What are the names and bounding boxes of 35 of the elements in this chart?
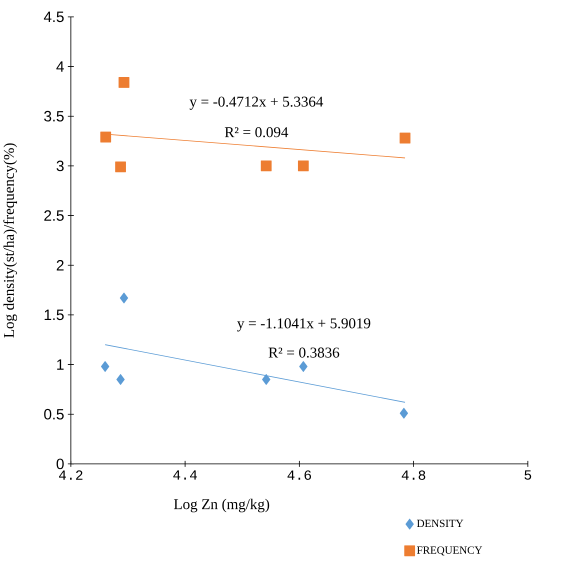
point [298,361,308,372]
point [262,374,270,385]
legend-label: DENSITY [416,520,464,528]
y-axis-title: Log density(st/ha)/frequency(%) [3,143,17,338]
point [100,132,111,142]
point [298,160,309,172]
y-tick-label: 3 [56,160,64,172]
y-tick-label: 2.5 [44,210,64,221]
annotation: R² = 0.094 [224,127,288,138]
x-axis-title: Log Zn (mg/kg) [174,498,269,512]
point [116,374,124,385]
legend-label: FREQUENCY [416,546,482,556]
point [118,77,130,88]
y-tick-label: 3.5 [44,110,64,122]
x-tick-label: 4.4 [173,470,197,480]
point [120,292,128,304]
x-tick-label: 4.8 [402,470,426,480]
y-tick-label: 0.5 [44,408,64,420]
point [100,361,110,372]
y-tick-label: 1.5 [44,310,64,320]
y-tick-label: 1 [56,359,64,370]
point [400,408,408,419]
y-tick-label: 4 [56,61,64,72]
y-tick-label: 2 [56,260,64,270]
x-tick-label: 5 [524,470,531,480]
point [260,160,272,172]
point [399,132,410,144]
annotation: y = -1.1041x + 5.9019 [236,318,370,332]
x-tick-label: 4.6 [287,470,311,480]
point [114,161,126,172]
x-tick-label: 4.2 [58,470,82,480]
y-tick-label: 4.5 [44,12,64,22]
annotation: y = -0.4712x + 5.3364 [189,96,323,110]
annotation: R² = 0.3836 [268,348,339,358]
y-tick-label: 0 [56,458,64,470]
